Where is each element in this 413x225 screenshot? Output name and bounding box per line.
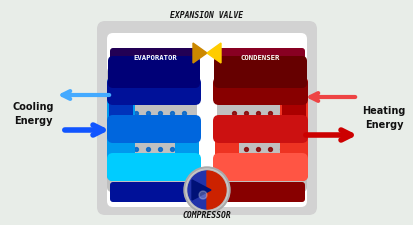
Text: Heating
Energy: Heating Energy — [361, 106, 405, 129]
Wedge shape — [188, 171, 206, 209]
FancyBboxPatch shape — [107, 34, 306, 207]
FancyBboxPatch shape — [214, 133, 238, 163]
FancyBboxPatch shape — [107, 78, 201, 106]
FancyBboxPatch shape — [212, 115, 307, 143]
FancyBboxPatch shape — [107, 68, 197, 192]
Circle shape — [185, 169, 228, 211]
Polygon shape — [192, 180, 211, 200]
FancyBboxPatch shape — [212, 153, 307, 181]
FancyBboxPatch shape — [212, 78, 307, 106]
FancyBboxPatch shape — [110, 49, 197, 69]
Polygon shape — [192, 44, 206, 64]
FancyBboxPatch shape — [109, 96, 133, 126]
FancyBboxPatch shape — [281, 96, 305, 126]
FancyBboxPatch shape — [107, 153, 201, 181]
FancyBboxPatch shape — [107, 115, 201, 143]
Circle shape — [187, 170, 226, 210]
FancyBboxPatch shape — [214, 57, 306, 89]
Wedge shape — [206, 171, 225, 209]
FancyBboxPatch shape — [97, 22, 316, 215]
FancyBboxPatch shape — [279, 78, 307, 181]
FancyBboxPatch shape — [110, 182, 197, 202]
Text: COMPRESSOR: COMPRESSOR — [182, 211, 231, 220]
Text: EXPANSION VALVE: EXPANSION VALVE — [170, 11, 243, 20]
FancyBboxPatch shape — [216, 49, 304, 69]
Text: Cooling
Energy: Cooling Energy — [12, 101, 54, 126]
FancyBboxPatch shape — [216, 182, 304, 202]
FancyBboxPatch shape — [175, 133, 199, 163]
Polygon shape — [206, 44, 221, 64]
Circle shape — [183, 167, 230, 213]
FancyBboxPatch shape — [108, 57, 199, 89]
FancyBboxPatch shape — [107, 78, 135, 181]
Text: CONDENSER: CONDENSER — [240, 55, 279, 61]
Circle shape — [199, 191, 206, 199]
FancyBboxPatch shape — [216, 68, 306, 192]
Text: EVAPORATOR: EVAPORATOR — [133, 55, 176, 61]
